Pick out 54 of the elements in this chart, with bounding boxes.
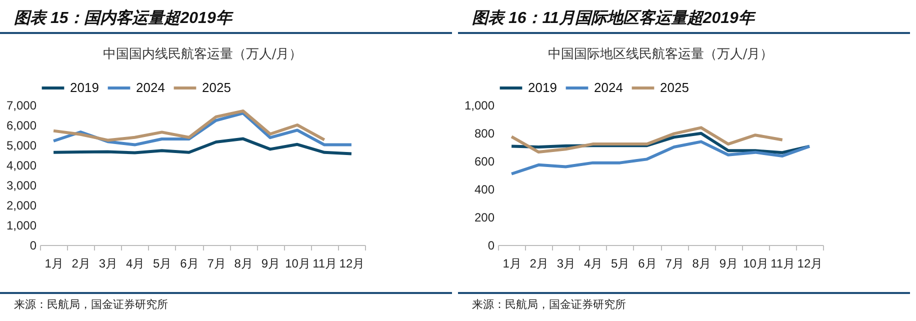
- x-tick-label: 3月: [98, 256, 118, 270]
- source-note: 来源：民航局，国金证券研究所: [458, 292, 910, 315]
- chart-subtitle: 中国国际地区线民航客运量（万人/月）: [548, 46, 774, 62]
- x-tick-label: 7月: [665, 256, 684, 270]
- x-tick-label: 5月: [611, 256, 630, 270]
- x-tick-label: 1月: [502, 256, 522, 270]
- y-tick-label: 600: [474, 154, 495, 168]
- line-series: [510, 126, 784, 154]
- y-tick-label: 0: [30, 238, 37, 252]
- source-note: 来源：民航局，国金证券研究所: [0, 292, 452, 315]
- y-tick-label: 4,000: [6, 158, 37, 172]
- x-tick-label: 8月: [692, 256, 711, 270]
- legend-label: 2025: [202, 80, 231, 95]
- y-tick-label: 7,000: [6, 98, 37, 112]
- x-tick-label: 7月: [207, 256, 226, 270]
- line-series: [52, 137, 353, 156]
- y-tick-label: 1,000: [6, 218, 37, 232]
- x-tick-label: 9月: [261, 256, 280, 270]
- x-tick-label: 10月: [743, 256, 768, 270]
- x-tick-label: 12月: [797, 256, 823, 270]
- y-tick-label: 400: [474, 182, 495, 196]
- x-tick-label: 8月: [234, 256, 253, 270]
- x-tick-label: 11月: [770, 256, 796, 270]
- line-series: [52, 110, 326, 142]
- x-tick-label: 9月: [719, 256, 738, 270]
- legend-label: 2019: [528, 80, 557, 95]
- y-tick-label: 200: [474, 210, 495, 224]
- x-tick-label: 2月: [530, 256, 548, 270]
- y-tick-label: 2,000: [6, 198, 37, 212]
- x-tick-label: 1月: [44, 256, 64, 270]
- x-tick-label: 4月: [584, 256, 603, 270]
- y-tick-label: 3,000: [6, 178, 37, 192]
- y-tick-label: 1,000: [464, 98, 495, 112]
- x-tick-label: 11月: [312, 256, 338, 270]
- line-series: [510, 140, 811, 176]
- y-tick-label: 5,000: [6, 138, 37, 152]
- x-tick-label: 6月: [638, 256, 657, 270]
- x-tick-label: 3月: [556, 256, 576, 270]
- y-tick-label: 800: [474, 126, 495, 140]
- x-tick-label: 5月: [153, 256, 172, 270]
- y-tick-label: 0: [488, 238, 495, 252]
- y-tick-label: 6,000: [6, 118, 37, 132]
- x-tick-label: 2月: [72, 256, 90, 270]
- x-tick-label: 4月: [126, 256, 145, 270]
- legend-label: 2024: [594, 80, 623, 95]
- chart-subtitle: 中国国内线民航客运量（万人/月）: [102, 46, 302, 62]
- legend-label: 2025: [660, 80, 689, 95]
- legend-label: 2019: [70, 80, 99, 95]
- x-tick-label: 10月: [285, 256, 310, 270]
- chart-title: 图表 16：11月国际地区客运量超2019年: [458, 0, 910, 34]
- chart-title: 图表 15：国内客运量超2019年: [0, 0, 452, 34]
- x-tick-label: 12月: [339, 256, 365, 270]
- legend-label: 2024: [136, 80, 165, 95]
- x-tick-label: 6月: [180, 256, 199, 270]
